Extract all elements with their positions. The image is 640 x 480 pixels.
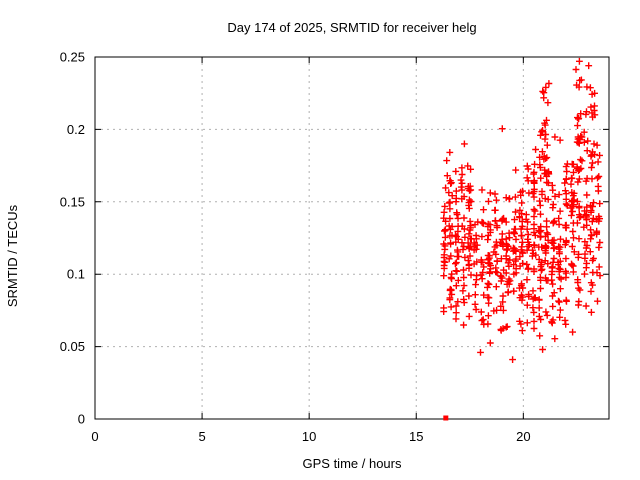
- zero-marker-square: [443, 415, 449, 421]
- x-tick-label: 5: [198, 429, 205, 444]
- grid-lines: [95, 57, 609, 419]
- scatter-points: [440, 57, 604, 363]
- chart-title: Day 174 of 2025, SRMTID for receiver hel…: [227, 20, 476, 35]
- y-tick-label: 0.1: [67, 267, 85, 282]
- x-tick-label: 20: [516, 429, 530, 444]
- plot-border: [94, 56, 610, 420]
- x-tick-label: 0: [91, 429, 98, 444]
- zero-marker: [443, 415, 449, 421]
- axis-ticks: [94, 56, 609, 420]
- x-tick-labels: 0 5 10 15 20: [91, 429, 530, 444]
- x-axis-label: GPS time / hours: [303, 456, 402, 471]
- y-tick-labels: 0 0.05 0.1 0.15 0.2 0.25: [60, 50, 85, 427]
- y-axis-label: SRMTID / TECUs: [5, 204, 20, 307]
- y-tick-label: 0.2: [67, 122, 85, 137]
- y-tick-label: 0: [78, 412, 85, 427]
- y-tick-label: 0.05: [60, 339, 85, 354]
- x-tick-label: 10: [302, 429, 316, 444]
- y-tick-label: 0.15: [60, 194, 85, 209]
- y-tick-label: 0.25: [60, 50, 85, 65]
- x-tick-label: 15: [409, 429, 423, 444]
